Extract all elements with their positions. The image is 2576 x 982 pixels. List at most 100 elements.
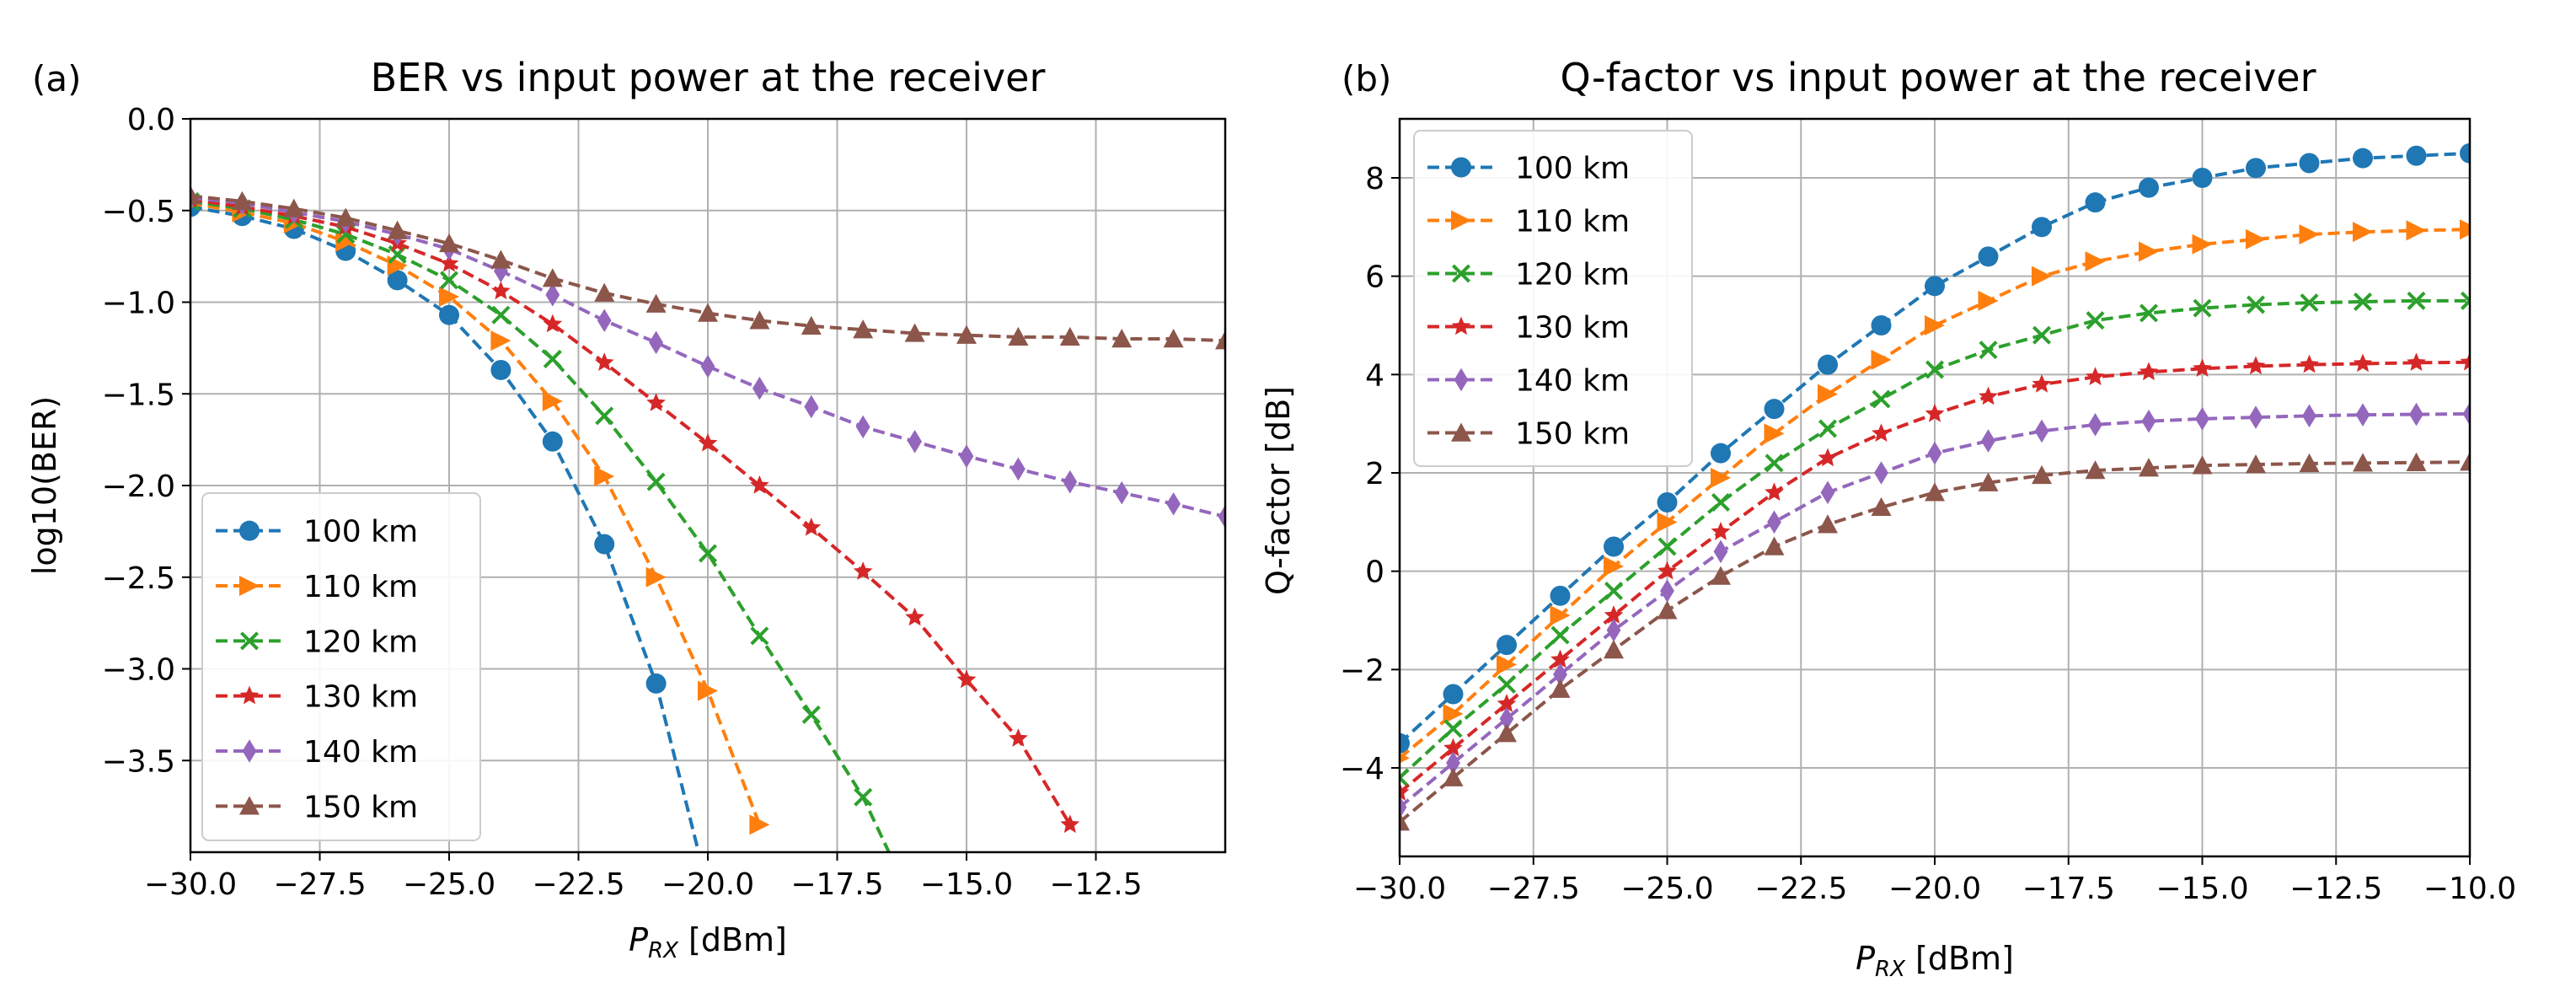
data-point [2299, 224, 2320, 245]
y-tick-label: 8 [1365, 162, 1384, 196]
data-point [1443, 684, 1464, 705]
data-point [543, 314, 563, 333]
data-point [439, 233, 459, 253]
data-point [1978, 290, 1999, 311]
data-point [2406, 145, 2427, 166]
data-point [1979, 386, 1998, 405]
panel-b-x-ticks: −30.0 −27.5 −25.0 −22.5 −20.0 −17.5 −15.0 −12.5… [1353, 856, 2516, 906]
legend-marker [1451, 210, 1471, 231]
data-point [1400, 753, 1410, 764]
panel-a-x-label-main: P [629, 921, 648, 958]
data-point [1163, 329, 1184, 348]
legend-item: 120 km [216, 625, 418, 659]
data-point [2195, 407, 2209, 431]
data-point [1443, 703, 1464, 724]
data-point [1497, 674, 1517, 694]
data-point [2139, 458, 2159, 477]
data-point [2353, 222, 2373, 243]
data-point [1604, 581, 1624, 601]
panel-a-x-label: PRX [dBm] [629, 921, 787, 963]
legend-item: 120 km [1427, 258, 1630, 292]
data-point [2353, 148, 2373, 169]
x-tick-label: −22.5 [532, 867, 624, 902]
data-point [646, 472, 666, 491]
data-point [750, 626, 769, 646]
panel-a-x-ticks: −30.0 −27.5 −25.0 −22.5 −20.0 −17.5 −15.0 −12.5 [144, 852, 1143, 902]
x-tick-label: −27.5 [273, 867, 366, 902]
legend-item: 100 km [1427, 152, 1630, 186]
legend-label: 100 km [1515, 152, 1630, 186]
data-point [749, 310, 770, 330]
x-tick-label: −25.0 [1620, 872, 1713, 906]
data-point [2353, 292, 2373, 312]
data-point [2141, 409, 2156, 433]
panel-a-legend: 100 km 110 km 120 km 130 km 140 km 150 km [201, 492, 481, 841]
data-point [542, 390, 563, 411]
data-point [855, 415, 870, 439]
series-110-km [1400, 219, 2470, 764]
data-point [801, 315, 822, 335]
series-line [1400, 460, 2470, 824]
series-line [1400, 228, 2470, 759]
data-point [1765, 482, 1784, 502]
data-point [2032, 217, 2052, 238]
data-point [2085, 460, 2106, 480]
legend-label: 110 km [303, 570, 418, 604]
data-point [2246, 228, 2266, 250]
y-tick-label: −2.0 [102, 470, 175, 504]
data-point [1008, 728, 1028, 747]
data-point [1550, 605, 1571, 626]
y-tick-label: 0.0 [127, 103, 175, 137]
data-point [388, 244, 407, 264]
data-point [698, 303, 718, 322]
data-point [1660, 579, 1674, 603]
series-100-km [1400, 142, 2470, 754]
legend-item: 110 km [1427, 205, 1630, 239]
legend-label: 120 km [1515, 258, 1630, 292]
data-point [1011, 457, 1026, 481]
y-tick-label: −0.5 [102, 195, 175, 229]
data-point [2193, 358, 2212, 378]
data-point [387, 220, 408, 239]
data-point [490, 250, 511, 269]
panel-b-x-label-unit: [dBm] [1905, 940, 2014, 977]
panel-b-x-label: PRX [dBm] [1856, 940, 2014, 979]
data-point [645, 293, 667, 313]
data-point [190, 185, 201, 205]
data-point [439, 271, 459, 290]
data-point [1925, 404, 1945, 422]
data-point [1114, 480, 1129, 505]
data-point [2460, 291, 2470, 310]
y-tick-label: −2 [1340, 653, 1384, 688]
y-tick-label: −1.5 [102, 378, 175, 412]
data-point [2299, 153, 2320, 174]
data-point [1553, 663, 1567, 686]
data-point [1711, 566, 1731, 585]
x-tick-label: −17.5 [790, 867, 883, 902]
data-point [1400, 812, 1410, 831]
y-tick-label: 4 [1365, 358, 1384, 393]
y-tick-label: 2 [1365, 457, 1384, 491]
data-point [2300, 293, 2319, 313]
data-point [2034, 419, 2049, 443]
legend-label: 130 km [1515, 311, 1630, 346]
data-point [542, 268, 563, 287]
data-point [2085, 251, 2106, 272]
data-point [1767, 510, 1781, 534]
data-point [2407, 352, 2426, 372]
data-point [1497, 694, 1517, 712]
data-point [2139, 241, 2159, 262]
data-point [959, 444, 974, 468]
x-tick-label: −15.0 [920, 867, 1013, 902]
data-point [1400, 768, 1410, 787]
data-point [232, 190, 253, 211]
data-point [1400, 795, 1407, 819]
data-point [2085, 192, 2106, 213]
data-point [1871, 315, 1892, 335]
data-point [908, 430, 922, 453]
data-point [2353, 453, 2373, 472]
data-point [1711, 443, 1731, 464]
data-point [1925, 315, 1945, 335]
series-150-km [190, 185, 1225, 350]
